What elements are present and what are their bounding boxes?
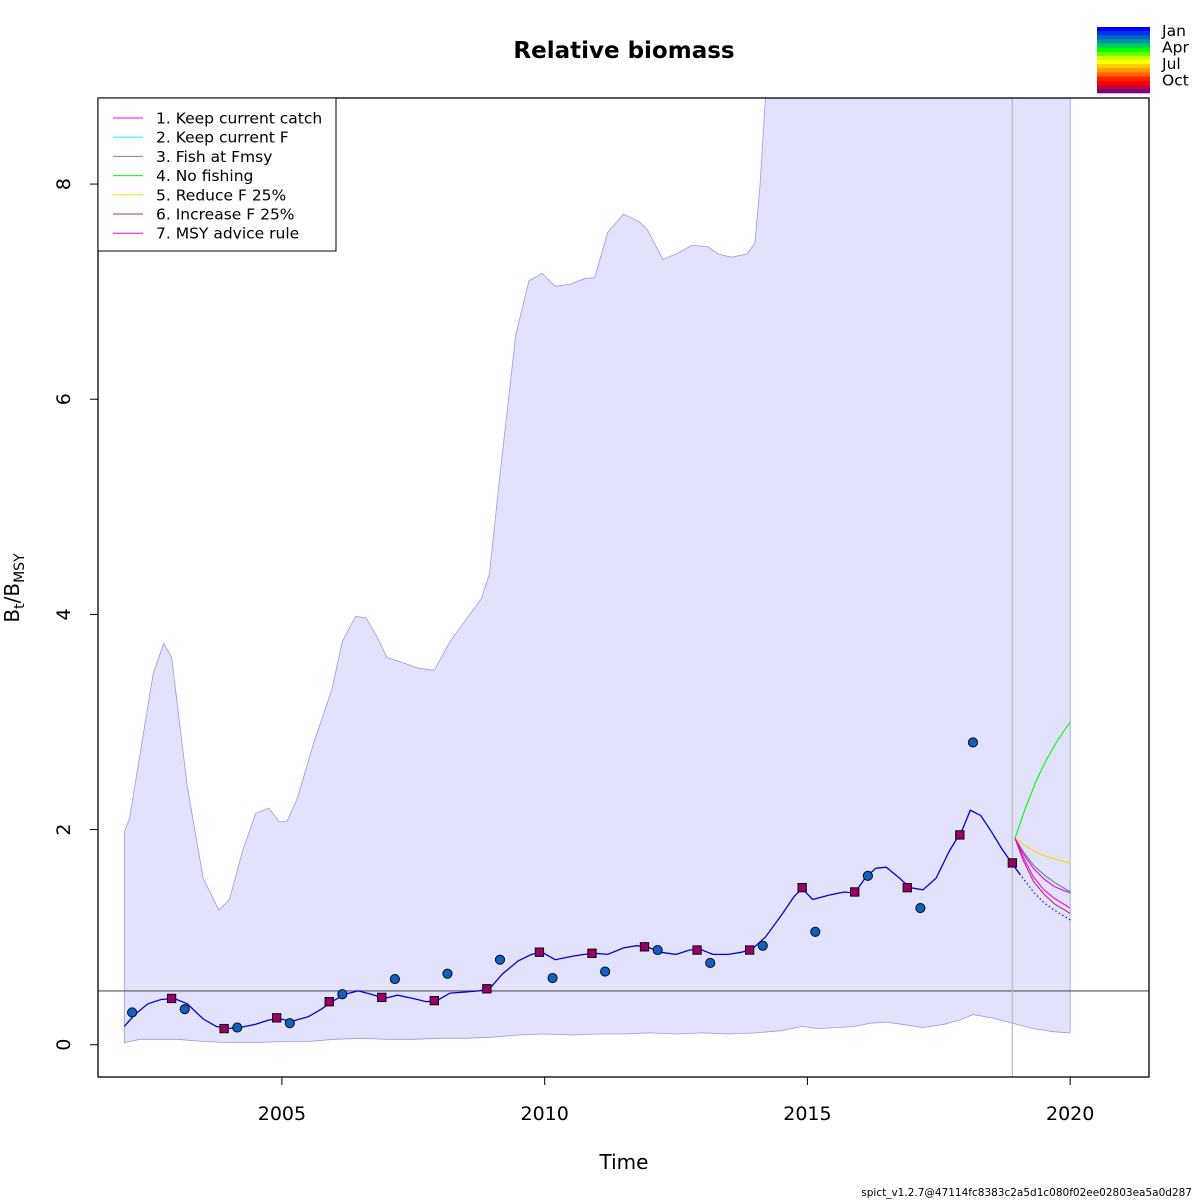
colorbar-label: Jan bbox=[1161, 22, 1186, 40]
index-point bbox=[967, 737, 979, 748]
baseline-forecast-line bbox=[1011, 863, 1071, 921]
colorbar-swatch bbox=[1097, 55, 1150, 61]
square-point bbox=[797, 883, 807, 893]
colorbar-swatch bbox=[1097, 76, 1150, 81]
scenario-line-6 bbox=[1014, 838, 1071, 914]
colorbar-swatch bbox=[1097, 31, 1150, 36]
y-axis-label-sub2: MSY bbox=[12, 553, 28, 583]
x-tick-label: 2015 bbox=[783, 1103, 831, 1125]
colorbar-label: Jul bbox=[1161, 55, 1181, 73]
y-axis: 0 2 4 6 8 bbox=[53, 178, 98, 1051]
colorbar-swatch bbox=[1097, 72, 1150, 77]
index-point bbox=[705, 957, 716, 969]
colorbar-swatch bbox=[1097, 39, 1150, 44]
square-point bbox=[377, 992, 387, 1003]
colorbar-swatch bbox=[1097, 80, 1150, 86]
y-tick-label: 6 bbox=[53, 393, 75, 405]
square-point bbox=[955, 830, 965, 840]
colorbar-label: Apr bbox=[1162, 39, 1189, 57]
index-point bbox=[442, 968, 453, 979]
y-axis-label-main: B bbox=[0, 609, 24, 623]
colorbar-label: Oct bbox=[1162, 72, 1189, 90]
index-point bbox=[915, 903, 926, 914]
scenario-line-4 bbox=[1014, 721, 1071, 839]
index-point bbox=[179, 1004, 190, 1015]
square-point bbox=[219, 1023, 229, 1034]
index-point bbox=[600, 966, 611, 977]
colorbar-swatch bbox=[1097, 35, 1150, 40]
plot-area bbox=[98, 98, 1149, 1077]
scenario-line-5 bbox=[1014, 837, 1071, 864]
square-point bbox=[902, 883, 912, 893]
index-point bbox=[810, 926, 821, 937]
square-point bbox=[639, 942, 650, 952]
square-point bbox=[744, 945, 755, 955]
confidence-band bbox=[123, 98, 1071, 1044]
scenario-lines bbox=[1014, 721, 1071, 914]
legend-label-1: 1. Keep current catch bbox=[156, 110, 322, 128]
square-point bbox=[1007, 858, 1018, 868]
square-points bbox=[166, 830, 1018, 1034]
scenario-line-1 bbox=[1014, 837, 1071, 909]
colorbar-swatch bbox=[1097, 47, 1150, 53]
scenario-line-7 bbox=[1014, 837, 1071, 894]
square-point bbox=[324, 997, 334, 1007]
y-axis-label-sub1: t bbox=[12, 603, 28, 609]
index-points bbox=[127, 737, 979, 1033]
x-tick-label: 2020 bbox=[1046, 1103, 1094, 1125]
y-axis-label-slash: /B bbox=[0, 583, 24, 603]
colorbar-swatch bbox=[1097, 84, 1150, 90]
y-axis-label: Bt/BMSY bbox=[0, 553, 28, 623]
index-point bbox=[494, 954, 506, 965]
square-point bbox=[850, 887, 860, 897]
x-axis: 2005 2010 2015 2020 bbox=[258, 1077, 1094, 1125]
square-point bbox=[272, 1013, 282, 1023]
x-axis-label: Time bbox=[599, 1150, 649, 1174]
square-point bbox=[692, 945, 702, 955]
index-point bbox=[389, 974, 400, 985]
square-point bbox=[482, 984, 492, 994]
square-point bbox=[429, 995, 439, 1006]
scenario-line-3 bbox=[1014, 837, 1071, 893]
colorbar-swatch bbox=[1097, 88, 1150, 94]
legend-label-3: 3. Fish at Fmsy bbox=[156, 148, 272, 166]
y-tick-label: 2 bbox=[53, 824, 75, 836]
y-tick-label: 0 bbox=[53, 1039, 75, 1051]
index-point bbox=[232, 1022, 243, 1033]
colorbar-swatch bbox=[1097, 43, 1150, 48]
legend-label-7: 7. MSY advice rule bbox=[156, 225, 299, 243]
colorbar-swatch bbox=[1097, 27, 1150, 32]
legend-label-5: 5. Reduce F 25% bbox=[156, 186, 286, 204]
legend-label-6: 6. Increase F 25% bbox=[156, 206, 295, 224]
square-point bbox=[587, 948, 597, 958]
colorbar-swatch bbox=[1097, 64, 1150, 69]
colorbar-swatch bbox=[1097, 60, 1150, 65]
square-point bbox=[534, 947, 545, 957]
footer-version: spict_v1.2.7@47114fc8383c2a5d1c080f02ee0… bbox=[861, 1187, 1192, 1199]
y-tick-label: 8 bbox=[53, 178, 75, 190]
chart-title: Relative biomass bbox=[513, 38, 734, 64]
index-point bbox=[284, 1018, 295, 1029]
index-point bbox=[757, 940, 768, 951]
y-tick-label: 4 bbox=[53, 608, 75, 620]
index-point bbox=[862, 870, 873, 881]
colorbar-swatch bbox=[1097, 51, 1150, 57]
legend-label-4: 4. No fishing bbox=[156, 167, 253, 185]
legend-label-2: 2. Keep current F bbox=[156, 129, 289, 147]
legend-box bbox=[97, 97, 337, 252]
x-tick-label: 2010 bbox=[520, 1103, 568, 1125]
index-point bbox=[652, 945, 663, 956]
plot-frame bbox=[97, 97, 1150, 1078]
index-point bbox=[547, 972, 558, 984]
index-point bbox=[127, 1007, 138, 1018]
colorbar-swatch bbox=[1097, 68, 1150, 73]
x-tick-label: 2005 bbox=[258, 1103, 306, 1125]
square-point bbox=[166, 993, 177, 1004]
index-point bbox=[337, 989, 348, 1000]
